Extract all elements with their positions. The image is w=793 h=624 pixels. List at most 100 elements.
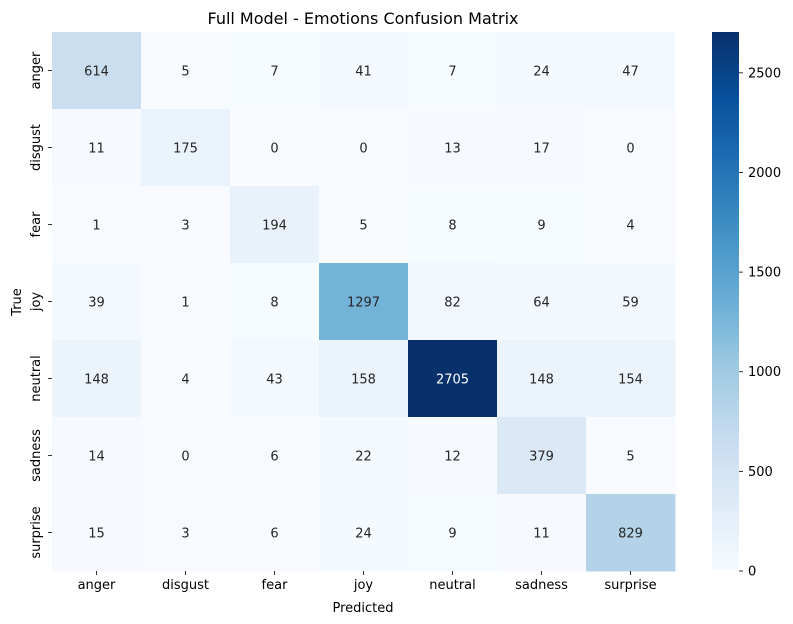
cell-value-label: 148 bbox=[84, 373, 109, 388]
heatmap-cell bbox=[141, 32, 231, 110]
cell-value-label: 3 bbox=[181, 219, 189, 234]
cell-value-label: 0 bbox=[181, 450, 189, 465]
y-axis: anger disgust fear joy neutral sadness surpris… bbox=[29, 51, 52, 559]
y-tick-label: fear bbox=[29, 211, 44, 238]
heatmap-cell bbox=[497, 263, 587, 341]
cell-value-label: 158 bbox=[351, 373, 376, 388]
heatmap-cell bbox=[52, 32, 142, 110]
x-axis-label: Predicted bbox=[332, 601, 393, 616]
cell-value-label: 5 bbox=[181, 65, 189, 80]
cell-value-label: 1297 bbox=[347, 296, 380, 311]
cell-value-label: 194 bbox=[262, 219, 287, 234]
heatmap-cell bbox=[319, 494, 409, 572]
heatmap-cell bbox=[586, 186, 676, 264]
cell-value-label: 5 bbox=[359, 219, 367, 234]
heatmap-cell bbox=[497, 340, 587, 418]
cell-value-label: 13 bbox=[444, 142, 461, 157]
y-axis-label: True bbox=[10, 288, 25, 317]
heatmap-cell bbox=[319, 109, 409, 187]
heatmap-cell bbox=[230, 263, 320, 341]
heatmap-cell bbox=[319, 417, 409, 495]
cell-value-label: 379 bbox=[529, 450, 554, 465]
heatmap-cell bbox=[497, 32, 587, 110]
heatmap-cell bbox=[497, 417, 587, 495]
cell-value-label: 17 bbox=[533, 142, 550, 157]
colorbar-tick-label: 500 bbox=[748, 465, 773, 480]
colorbar-tick-label: 1000 bbox=[748, 365, 781, 380]
x-tick-label: anger bbox=[78, 578, 116, 593]
heatmap-cell bbox=[230, 340, 320, 418]
cell-value-label: 64 bbox=[533, 296, 550, 311]
heatmap-cell bbox=[408, 417, 498, 495]
cell-value-label: 175 bbox=[173, 142, 198, 157]
heatmap-cell bbox=[408, 494, 498, 572]
colorbar-tick-label: 2000 bbox=[748, 166, 781, 181]
cell-value-label: 7 bbox=[270, 65, 278, 80]
cell-value-label: 614 bbox=[84, 65, 109, 80]
heatmap-cell bbox=[141, 109, 231, 187]
heatmap-cell bbox=[586, 263, 676, 341]
cell-value-label: 9 bbox=[448, 527, 456, 542]
x-tick-label: sadness bbox=[515, 578, 568, 593]
cell-value-label: 3 bbox=[181, 527, 189, 542]
heatmap-cell bbox=[408, 186, 498, 264]
y-tick-label: disgust bbox=[29, 124, 44, 171]
heatmap-cell bbox=[319, 340, 409, 418]
heatmap-cell bbox=[586, 494, 676, 572]
cell-value-label: 0 bbox=[626, 142, 634, 157]
colorbar: 0 500 1000 1500 2000 2500 bbox=[712, 32, 781, 580]
cell-value-label: 82 bbox=[444, 296, 461, 311]
heatmap-cell bbox=[52, 263, 142, 341]
cell-value-label: 22 bbox=[355, 450, 372, 465]
cell-value-label: 1 bbox=[181, 296, 189, 311]
colorbar-tick-label: 2500 bbox=[748, 66, 781, 81]
heatmap-cell bbox=[141, 417, 231, 495]
cell-value-label: 14 bbox=[88, 450, 105, 465]
cell-value-label: 39 bbox=[88, 296, 105, 311]
colorbar-tick-label: 1500 bbox=[748, 266, 781, 281]
chart-title: Full Model - Emotions Confusion Matrix bbox=[207, 9, 518, 28]
heatmap-cell bbox=[586, 417, 676, 495]
heatmap-cell bbox=[230, 109, 320, 187]
heatmap-cell bbox=[319, 32, 409, 110]
x-axis: anger disgust fear joy neutral sadness surpris… bbox=[78, 571, 657, 593]
y-tick-label: anger bbox=[29, 51, 44, 89]
cell-value-label: 59 bbox=[622, 296, 639, 311]
heatmap-cell bbox=[141, 263, 231, 341]
heatmap-cell bbox=[52, 340, 142, 418]
cell-value-label: 9 bbox=[537, 219, 545, 234]
heatmap-cell bbox=[408, 340, 498, 418]
cell-value-label: 24 bbox=[533, 65, 550, 80]
y-tick-label: joy bbox=[29, 292, 44, 313]
cell-value-label: 1 bbox=[92, 219, 100, 234]
heatmap-cell bbox=[52, 109, 142, 187]
heatmap-cell bbox=[52, 494, 142, 572]
cell-value-label: 154 bbox=[618, 373, 643, 388]
cell-value-label: 148 bbox=[529, 373, 554, 388]
cell-value-label: 47 bbox=[622, 65, 639, 80]
heatmap-cell bbox=[497, 109, 587, 187]
cell-value-label: 43 bbox=[266, 373, 283, 388]
x-tick-label: joy bbox=[353, 578, 374, 593]
cell-value-label: 0 bbox=[359, 142, 367, 157]
cell-value-label: 24 bbox=[355, 527, 372, 542]
heatmap-cell bbox=[230, 494, 320, 572]
x-tick-label: fear bbox=[262, 578, 289, 593]
heatmap-cell bbox=[141, 186, 231, 264]
cell-value-label: 12 bbox=[444, 450, 461, 465]
cell-value-label: 4 bbox=[181, 373, 189, 388]
heatmap-cell bbox=[230, 32, 320, 110]
cell-value-label: 7 bbox=[448, 65, 456, 80]
cell-value-label: 8 bbox=[448, 219, 456, 234]
cell-value-label: 5 bbox=[626, 450, 634, 465]
colorbar-bar bbox=[712, 32, 739, 571]
heatmap-cell bbox=[141, 340, 231, 418]
cell-value-label: 8 bbox=[270, 296, 278, 311]
heatmap-cell bbox=[230, 186, 320, 264]
cell-value-label: 829 bbox=[618, 527, 643, 542]
heatmap-cell bbox=[408, 32, 498, 110]
heatmap-cell bbox=[52, 186, 142, 264]
y-tick-label: sadness bbox=[29, 429, 44, 482]
y-tick-label: neutral bbox=[29, 355, 44, 402]
